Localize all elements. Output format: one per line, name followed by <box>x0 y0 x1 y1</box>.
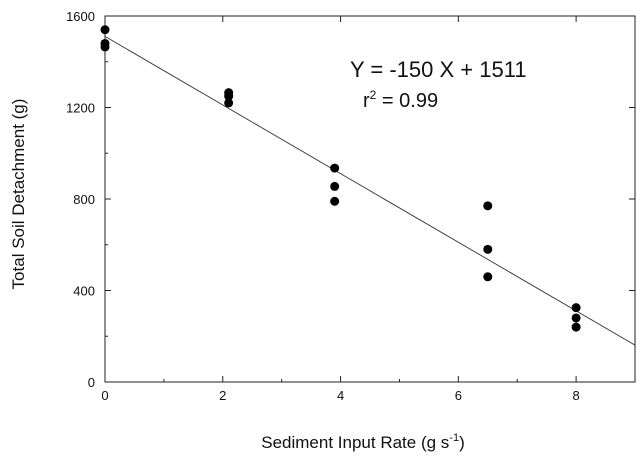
data-point <box>571 303 581 313</box>
x-axis-title-end: ) <box>459 433 465 452</box>
y-tick-label: 800 <box>73 192 95 207</box>
y-axis-title: Total Soil Detachment (g) <box>9 99 28 290</box>
data-point <box>100 42 110 52</box>
y-tick-label: 1600 <box>66 9 95 24</box>
r-squared-label: r2 = 0.99 <box>363 88 438 112</box>
x-tick-label: 0 <box>101 388 108 403</box>
data-point <box>483 201 493 211</box>
x-tick-label: 8 <box>572 388 579 403</box>
regression-line <box>104 35 636 346</box>
data-point <box>571 322 581 332</box>
x-tick-label: 6 <box>455 388 462 403</box>
y-tick-label: 1200 <box>66 101 95 116</box>
data-point <box>224 98 234 108</box>
data-point <box>330 181 340 191</box>
x-axis-title-superscript: -1 <box>449 432 459 444</box>
x-tick-label: 4 <box>337 388 344 403</box>
regression-line-group <box>104 35 636 346</box>
x-axis-title-main: Sediment Input Rate (g s <box>261 433 449 452</box>
data-point <box>330 163 340 173</box>
r-squared-prefix: r <box>363 90 370 112</box>
axis-ticks: 0 2 4 6 8 0 400 800 1200 1600 <box>66 9 635 403</box>
data-point <box>224 91 234 101</box>
r-squared-value: = 0.99 <box>376 90 438 112</box>
data-points <box>100 25 581 332</box>
data-point <box>100 25 110 35</box>
x-tick-label: 2 <box>219 388 226 403</box>
data-point <box>483 244 493 254</box>
data-point <box>330 196 340 206</box>
data-point <box>571 313 581 323</box>
y-tick-label: 400 <box>73 284 95 299</box>
y-tick-label: 0 <box>88 375 95 390</box>
regression-equation: Y = -150 X + 1511 <box>350 57 527 82</box>
x-axis-title: Sediment Input Rate (g s-1) <box>261 432 465 452</box>
r-squared-superscript: 2 <box>370 88 377 102</box>
data-point <box>483 272 493 282</box>
